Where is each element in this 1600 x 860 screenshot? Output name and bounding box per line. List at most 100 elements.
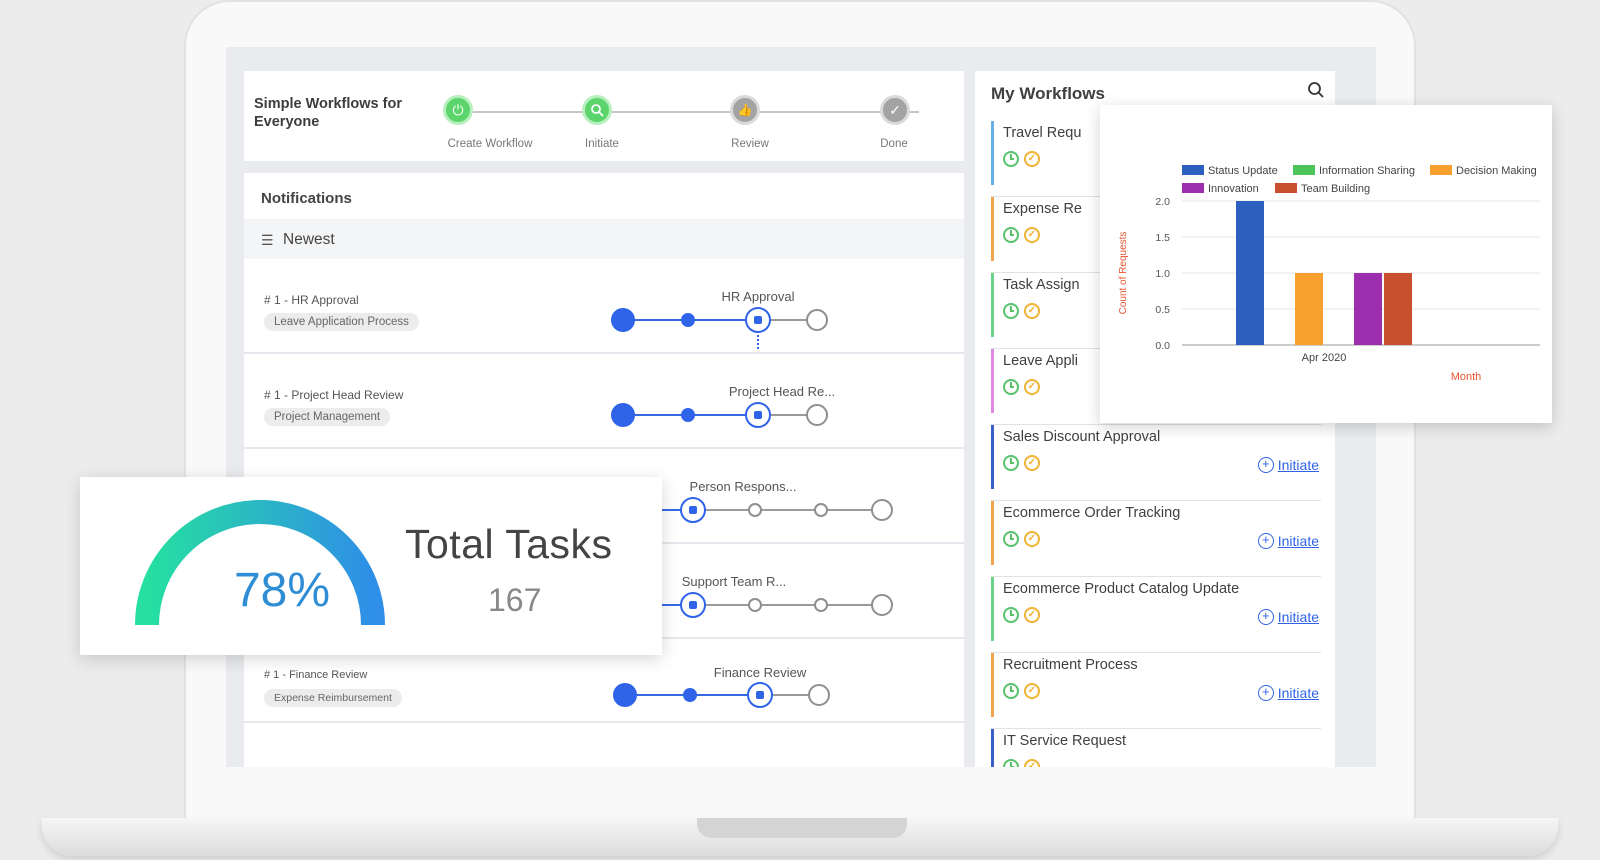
step-done[interactable]: ✓ (880, 95, 910, 125)
workflow-name: Sales Discount Approval (1003, 429, 1161, 445)
clock-icon[interactable] (1003, 227, 1019, 243)
initiate-button[interactable]: + Initiate (1257, 609, 1319, 625)
step-initiate[interactable] (582, 95, 612, 125)
stepper-track (469, 111, 919, 113)
progress-line-pending (759, 414, 816, 416)
legend-label: Innovation (1208, 183, 1259, 195)
clock-icon[interactable] (1003, 455, 1019, 471)
progress-step-pending (748, 598, 762, 612)
progress-line (624, 509, 704, 511)
workflow-item[interactable]: Recruitment Process ✓ + Initiate (991, 653, 1321, 729)
total-tasks-card: 78% Total Tasks 167 (80, 477, 662, 655)
progress-line-pending (704, 604, 882, 606)
progress-line-pending (704, 509, 882, 511)
workflow-tag: Expense Reimbursement (264, 689, 402, 707)
workflow-name: IT Service Request (1003, 733, 1127, 749)
workflow-name: Expense Re (1003, 201, 1082, 217)
bar-innovation (1354, 273, 1382, 345)
current-step-label: Support Team R... (681, 574, 787, 589)
check-circle-icon[interactable]: ✓ (1024, 607, 1040, 623)
initiate-label: Initiate (1277, 685, 1319, 701)
clock-icon[interactable] (1003, 303, 1019, 319)
filter-icon[interactable]: ☰ (261, 232, 274, 248)
check-circle-icon[interactable]: ✓ (1024, 455, 1040, 471)
x-axis-title: Month (1451, 371, 1482, 383)
total-tasks-count: 167 (488, 582, 542, 618)
notification-title: # 1 - Finance Review (264, 669, 368, 681)
workflow-item[interactable]: Leave Appli ✓ (991, 349, 1321, 425)
progress-line-pending (761, 694, 818, 696)
notifications-heading: Notifications (261, 190, 352, 207)
workflow-name: Recruitment Process (1003, 657, 1138, 673)
progress-step-current (745, 307, 771, 333)
laptop-notch (697, 818, 907, 838)
plus-circle-icon: + (1257, 533, 1274, 549)
clock-icon[interactable] (1003, 379, 1019, 395)
search-icon (591, 104, 604, 117)
gauge-arc (135, 500, 385, 626)
current-step-label: Finance Review (713, 665, 807, 680)
thumbs-up-icon: 👍 (737, 103, 753, 117)
workflow-item[interactable]: Ecommerce Order Tracking ✓ + Initiate (991, 501, 1321, 577)
initiate-button[interactable]: + Initiate (1257, 533, 1319, 549)
workflow-tag: Project Management (264, 408, 391, 426)
step-label-done: Done (880, 138, 908, 150)
y-tick-label: 0.5 (1155, 304, 1170, 316)
check-circle-icon[interactable]: ✓ (1024, 227, 1040, 243)
plus-circle-icon: + (1257, 685, 1274, 701)
initiate-button[interactable]: + Initiate (1257, 685, 1319, 701)
check-circle-icon[interactable]: ✓ (1024, 303, 1040, 319)
progress-step-done (683, 688, 697, 702)
progress-step-current (747, 682, 773, 708)
progress-line (624, 604, 704, 606)
step-review[interactable]: 👍 (730, 95, 760, 125)
legend-swatch (1293, 165, 1315, 175)
progress-step-current (745, 402, 771, 428)
plus-circle-icon: + (1257, 609, 1274, 625)
search-icon[interactable] (1306, 80, 1326, 100)
legend-swatch (1430, 165, 1452, 175)
sort-filter-bar[interactable]: ☰ Newest (244, 219, 964, 259)
workflow-item[interactable]: Sales Discount Approval ✓ + Initiate (991, 425, 1321, 501)
check-circle-icon[interactable]: ✓ (1024, 379, 1040, 395)
workflow-color-bar (991, 349, 994, 413)
workflow-color-bar (991, 121, 994, 185)
workflow-tag: Leave Application Process (264, 313, 419, 331)
legend-label: Information Sharing (1319, 165, 1415, 177)
workflow-status-icons: ✓ (1003, 303, 1040, 319)
workflow-item[interactable]: IT Service Request ✓ (991, 729, 1321, 767)
legend-label: Status Update (1208, 165, 1278, 177)
progress-step-done (681, 313, 695, 327)
step-label-review: Review (731, 138, 769, 150)
notification-row[interactable]: # 1 - Finance Review Expense Reimburseme… (244, 639, 964, 723)
clock-icon[interactable] (1003, 151, 1019, 167)
current-step-label: Person Respons... (689, 479, 797, 494)
check-circle-icon[interactable]: ✓ (1024, 759, 1040, 767)
notification-title: # 1 - HR Approval (264, 293, 359, 307)
clock-icon[interactable] (1003, 607, 1019, 623)
workflow-item[interactable]: Ecommerce Product Catalog Update ✓ + Initia… (991, 577, 1321, 653)
check-circle-icon[interactable]: ✓ (1024, 683, 1040, 699)
step-create-workflow[interactable]: ⏻ (443, 95, 473, 125)
notification-row[interactable]: # 1 - HR Approval Leave Application Proc… (244, 259, 964, 354)
clock-icon[interactable] (1003, 531, 1019, 547)
bar-decision-making (1295, 273, 1323, 345)
clock-icon[interactable] (1003, 683, 1019, 699)
check-circle-icon[interactable]: ✓ (1024, 151, 1040, 167)
legend-label: Team Building (1301, 183, 1370, 195)
clock-icon[interactable] (1003, 759, 1019, 767)
workflow-name: Ecommerce Product Catalog Update (1003, 581, 1240, 597)
step-label-initiate: Initiate (585, 138, 619, 150)
requests-chart-card: Status Update Information Sharing Decision… (1100, 105, 1552, 423)
notification-title: # 1 - Project Head Review (264, 388, 404, 402)
check-circle-icon[interactable]: ✓ (1024, 531, 1040, 547)
notification-row[interactable]: # 1 - Project Head Review Project Manage… (244, 354, 964, 449)
workflow-name: Task Assign (1003, 277, 1080, 293)
sort-label[interactable]: Newest (283, 231, 335, 248)
initiate-button[interactable]: + Initiate (1257, 457, 1319, 473)
plus-circle-icon: + (1257, 457, 1274, 473)
stepper-title: Simple Workflows for Everyone (254, 96, 402, 130)
initiate-label: Initiate (1277, 609, 1319, 625)
progress-step-done (611, 308, 635, 332)
legend-label: Decision Making (1456, 165, 1537, 177)
